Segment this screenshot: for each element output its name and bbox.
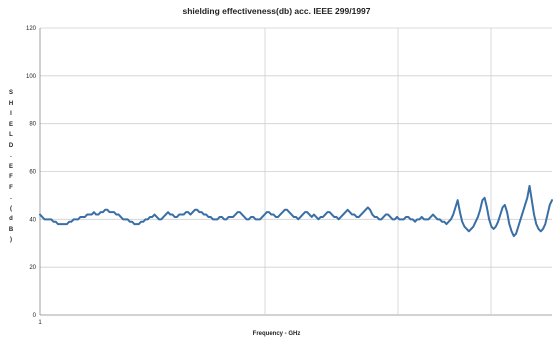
y-tick-label: 60 bbox=[29, 170, 36, 176]
y-axis-label-char: F bbox=[9, 174, 13, 180]
y-axis-label-char: B bbox=[8, 226, 14, 233]
y-axis-label: S H I E L D. E F F.(d B) bbox=[6, 88, 16, 246]
y-axis-label-char: ( bbox=[10, 205, 12, 212]
y-tick-label: 80 bbox=[29, 122, 36, 128]
chart-title: shielding effectiveness(db) acc. IEEE 29… bbox=[182, 6, 371, 16]
x-axis-label: Frequency - GHz bbox=[252, 331, 301, 337]
y-axis-label-char: L bbox=[9, 132, 13, 138]
x-tick-label: 1 bbox=[38, 320, 42, 326]
y-axis-label-char: . bbox=[10, 195, 12, 201]
y-axis-label-char: E bbox=[8, 121, 13, 128]
grid bbox=[39, 27, 552, 316]
y-axis-label-char: E bbox=[8, 163, 13, 170]
y-axis-label-char: D bbox=[8, 142, 14, 149]
y-axis-label-char: d bbox=[9, 216, 13, 222]
y-tick-label: 0 bbox=[33, 313, 37, 319]
y-axis-label-char: F bbox=[9, 184, 13, 191]
y-axis-label-char: . bbox=[10, 153, 12, 159]
y-tick-label: 100 bbox=[26, 74, 37, 80]
series-group bbox=[39, 184, 553, 238]
y-axis-label-char: H bbox=[8, 100, 14, 107]
y-axis-ticks: 0 20 40 60 80 100 120 bbox=[26, 26, 37, 319]
y-axis-label-char: I bbox=[10, 111, 12, 117]
y-axis-label-char: S bbox=[8, 90, 13, 96]
y-axis-label-char: ) bbox=[10, 237, 12, 243]
y-tick-label: 20 bbox=[29, 265, 36, 271]
series-line-0 bbox=[39, 184, 553, 238]
y-tick-label: 120 bbox=[26, 26, 37, 32]
x-axis-ticks: 1 bbox=[38, 320, 42, 326]
y-tick-label: 40 bbox=[29, 217, 36, 223]
